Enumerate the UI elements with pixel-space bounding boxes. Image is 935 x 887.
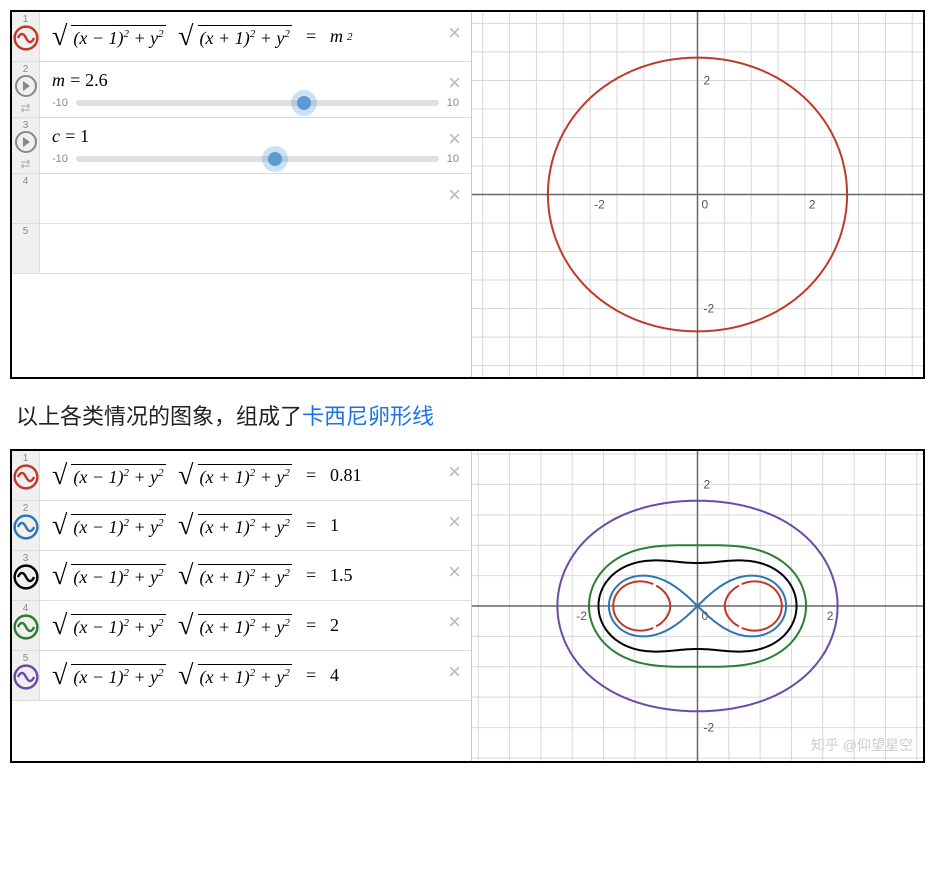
math-expression[interactable]: √(x − 1)2 + y2 √(x + 1)2 + y2 = 4: [52, 660, 459, 692]
expression-row[interactable]: 3 √(x − 1)2 + y2 √(x + 1)2 + y2 = 1.5 ×: [12, 551, 471, 601]
curve: [725, 586, 739, 606]
row-index: 3: [12, 551, 40, 600]
graph-svg: -202-22: [472, 451, 923, 761]
expression-color-icon[interactable]: [13, 664, 39, 690]
caption-link[interactable]: 卡西尼卵形线: [302, 404, 434, 429]
slider-track[interactable]: [76, 156, 439, 162]
caption-plain: 以上各类情况的图象，组成了: [16, 404, 302, 429]
delete-icon[interactable]: ×: [448, 609, 461, 635]
svg-text:-2: -2: [704, 302, 715, 316]
slider-max: 10: [447, 97, 459, 109]
row-index: 4: [12, 174, 40, 223]
expression-color-icon[interactable]: [13, 25, 39, 51]
svg-text:2: 2: [704, 477, 711, 491]
slider[interactable]: -10 10: [52, 97, 459, 109]
delete-icon[interactable]: ×: [448, 509, 461, 535]
swap-icon[interactable]: ⇄: [20, 157, 30, 171]
graph-area-1[interactable]: -2 0 2 -2 2: [472, 12, 923, 377]
expression-row[interactable]: 1 √(x − 1)2 + y2 √(x + 1)2 + y2 = m2×: [12, 12, 471, 62]
delete-icon[interactable]: ×: [448, 182, 461, 208]
delete-icon[interactable]: ×: [448, 659, 461, 685]
slider-thumb[interactable]: [268, 152, 282, 166]
slider-label: c = 1: [52, 126, 459, 147]
slider-min: -10: [52, 97, 68, 109]
watermark-text: 知乎 @仰望星空: [811, 735, 913, 755]
expression-color-icon[interactable]: [13, 514, 39, 540]
expression-row[interactable]: 3⇄ c = 1 -10 10 ×: [12, 118, 471, 174]
math-expression[interactable]: √(x − 1)2 + y2 √(x + 1)2 + y2 = m2: [52, 21, 459, 53]
swap-icon[interactable]: ⇄: [20, 101, 30, 115]
svg-text:2: 2: [827, 609, 834, 623]
delete-icon[interactable]: ×: [448, 70, 461, 96]
slider-max: 10: [447, 153, 459, 165]
math-expression[interactable]: √(x − 1)2 + y2 √(x + 1)2 + y2 = 1: [52, 510, 459, 542]
graph-area-2[interactable]: -202-22 知乎 @仰望星空: [472, 451, 923, 761]
delete-icon[interactable]: ×: [448, 459, 461, 485]
math-expression[interactable]: √(x − 1)2 + y2 √(x + 1)2 + y2 = 1.5: [52, 560, 459, 592]
graph-svg: -2 0 2 -2 2: [472, 12, 923, 377]
row-index: 1: [12, 451, 40, 500]
delete-icon[interactable]: ×: [448, 126, 461, 152]
delete-icon[interactable]: ×: [448, 559, 461, 585]
slider-thumb[interactable]: [297, 96, 311, 110]
play-icon[interactable]: [15, 75, 37, 97]
slider-track[interactable]: [76, 100, 439, 106]
svg-text:-2: -2: [576, 609, 587, 623]
row-index: 2⇄: [12, 62, 40, 117]
math-expression[interactable]: √(x − 1)2 + y2 √(x + 1)2 + y2 = 2: [52, 610, 459, 642]
math-expression[interactable]: √(x − 1)2 + y2 √(x + 1)2 + y2 = 0.81: [52, 460, 459, 492]
expression-row[interactable]: 5: [12, 224, 471, 274]
svg-text:2: 2: [704, 73, 711, 87]
expression-color-icon[interactable]: [13, 464, 39, 490]
row-index: 3⇄: [12, 118, 40, 173]
panel-2: 1 √(x − 1)2 + y2 √(x + 1)2 + y2 = 0.81 ×…: [10, 449, 925, 763]
caption-text: 以上各类情况的图象，组成了卡西尼卵形线: [16, 399, 925, 431]
expression-row[interactable]: 4 √(x − 1)2 + y2 √(x + 1)2 + y2 = 2 ×: [12, 601, 471, 651]
row-index: 4: [12, 601, 40, 650]
curve: [725, 606, 739, 626]
svg-text:2: 2: [809, 198, 816, 212]
panel-1: 1 √(x − 1)2 + y2 √(x + 1)2 + y2 = m2×2⇄m…: [10, 10, 925, 379]
expression-list-1: 1 √(x − 1)2 + y2 √(x + 1)2 + y2 = m2×2⇄m…: [12, 12, 472, 377]
slider-min: -10: [52, 153, 68, 165]
expression-row[interactable]: 4×: [12, 174, 471, 224]
expression-row[interactable]: 5 √(x − 1)2 + y2 √(x + 1)2 + y2 = 4 ×: [12, 651, 471, 701]
row-index: 1: [12, 12, 40, 61]
row-index: 5: [12, 224, 40, 273]
expression-list-2: 1 √(x − 1)2 + y2 √(x + 1)2 + y2 = 0.81 ×…: [12, 451, 472, 761]
expression-color-icon[interactable]: [13, 564, 39, 590]
row-index: 5: [12, 651, 40, 700]
expression-color-icon[interactable]: [13, 614, 39, 640]
expression-row[interactable]: 2⇄ m = 2.6 -10 10 ×: [12, 62, 471, 118]
svg-text:-2: -2: [594, 198, 605, 212]
slider[interactable]: -10 10: [52, 153, 459, 165]
row-index: 2: [12, 501, 40, 550]
delete-icon[interactable]: ×: [448, 20, 461, 46]
slider-label: m = 2.6: [52, 70, 459, 91]
svg-text:-2: -2: [704, 721, 715, 735]
svg-text:0: 0: [702, 198, 709, 212]
expression-row[interactable]: 2 √(x − 1)2 + y2 √(x + 1)2 + y2 = 1 ×: [12, 501, 471, 551]
expression-row[interactable]: 1 √(x − 1)2 + y2 √(x + 1)2 + y2 = 0.81 ×: [12, 451, 471, 501]
play-icon[interactable]: [15, 131, 37, 153]
